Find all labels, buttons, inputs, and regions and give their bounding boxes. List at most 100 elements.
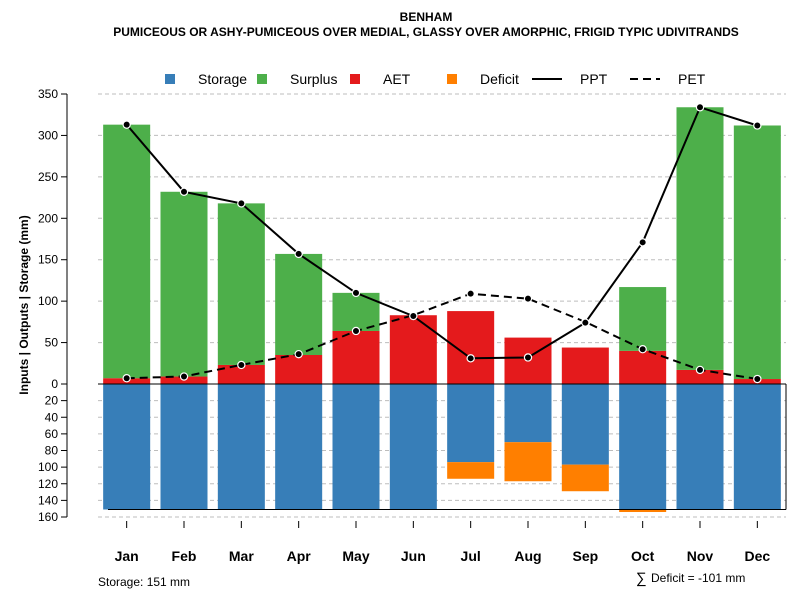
ppt-point	[237, 199, 246, 208]
y-tick-label: 120	[38, 477, 58, 491]
x-tick-label: Oct	[631, 548, 655, 564]
ppt-point	[753, 121, 762, 130]
y-tick-label: 100	[38, 460, 58, 474]
y-tick-label: 0	[51, 377, 58, 391]
storage-bar	[103, 384, 151, 510]
storage-bar	[217, 384, 265, 510]
storage-bar	[389, 384, 437, 510]
pet-point	[466, 289, 475, 298]
ppt-point	[523, 353, 533, 362]
y-tick-label: 50	[45, 336, 59, 350]
legend-swatch-deficit	[447, 74, 457, 84]
aet-bar	[275, 355, 323, 384]
x-tick-label: May	[342, 548, 369, 564]
y-tick-label: 160	[38, 510, 58, 524]
legend-swatch-surplus	[257, 74, 267, 84]
y-tick-label: 300	[38, 128, 58, 142]
surplus-bar	[103, 124, 151, 379]
y-tick-label: 80	[45, 444, 59, 458]
legend-swatch-storage	[165, 74, 175, 84]
pet-point	[753, 374, 762, 384]
storage-bar	[275, 384, 323, 510]
pet-point	[695, 365, 705, 375]
y-tick-label: 200	[38, 211, 58, 225]
pet-point	[179, 372, 189, 381]
pet-line	[126, 292, 758, 380]
x-tick-label: Jul	[461, 548, 481, 564]
y-tick-label: 150	[38, 253, 58, 267]
legend-label-storage: Storage	[198, 71, 247, 87]
aet-bar	[217, 364, 265, 384]
y-axis-label: Inputs | Outputs | Storage (mm)	[17, 215, 31, 394]
ppt-point	[638, 238, 647, 247]
y-tick-label: 250	[38, 170, 58, 184]
storage-bar	[332, 384, 380, 510]
ppt-point	[695, 103, 705, 112]
legend-label-ppt: PPT	[580, 71, 608, 87]
deficit-bar	[561, 464, 609, 492]
surplus-bar	[275, 253, 323, 355]
ppt-point	[581, 318, 590, 327]
ppt-line	[125, 106, 758, 360]
gridlines	[98, 93, 786, 518]
storage-bar	[619, 384, 667, 510]
x-tick-label: Feb	[172, 548, 197, 564]
storage-bar	[733, 384, 781, 510]
bars	[103, 107, 787, 513]
legend-label-deficit: Deficit	[480, 71, 519, 87]
y-tick-label: 350	[38, 87, 58, 101]
y-tick-label: 140	[38, 493, 58, 507]
y-tick-label: 100	[38, 294, 58, 308]
storage-bar	[561, 384, 609, 465]
deficit-note: Deficit = -101 mm	[651, 571, 745, 585]
surplus-bar	[676, 107, 724, 370]
ppt-point	[179, 187, 189, 196]
surplus-bar	[619, 287, 667, 351]
pet-point	[294, 349, 303, 359]
chart-title: BENHAM	[400, 10, 453, 24]
x-tick-label: Aug	[514, 548, 541, 564]
surplus-bar	[160, 191, 208, 377]
y-tick-label: 40	[45, 410, 59, 424]
legend-label-surplus: Surplus	[290, 71, 337, 87]
ppt-point	[409, 311, 418, 321]
aet-bar	[676, 369, 724, 384]
deficit-bar	[447, 462, 495, 479]
y-tick-label: 60	[45, 427, 59, 441]
legend-swatch-aet	[350, 74, 360, 84]
storage-bar	[160, 384, 208, 510]
aet-bar	[447, 311, 495, 384]
x-tick-label: Nov	[687, 548, 714, 564]
chart-subtitle: PUMICEOUS OR ASHY-PUMICEOUS OVER MEDIAL,…	[113, 25, 739, 39]
x-tick-label: Sep	[572, 548, 598, 564]
pet-point	[351, 326, 361, 336]
ppt-point	[122, 120, 131, 129]
pet-point	[122, 374, 131, 383]
ppt-point	[294, 249, 303, 259]
x-tick-label: Jun	[401, 548, 426, 564]
legend: Storage Surplus AET Deficit PPT PET	[165, 71, 706, 87]
surplus-bar	[733, 125, 781, 380]
x-tick-label: Jan	[115, 548, 139, 564]
aet-bar	[561, 347, 609, 384]
x-tick-label: Apr	[287, 548, 312, 564]
deficit-sum-icon: ∑	[636, 570, 647, 587]
deficit-bar	[619, 509, 667, 513]
lines	[122, 103, 762, 384]
legend-label-pet: PET	[678, 71, 706, 87]
y-tick-label: 20	[45, 394, 59, 408]
aet-bar	[619, 350, 667, 384]
storage-bar	[676, 384, 724, 510]
aet-bar	[389, 315, 437, 384]
pet-point	[523, 294, 533, 303]
storage-note: Storage: 151 mm	[98, 575, 190, 589]
pet-point	[638, 345, 647, 354]
axes: 350 300 250 200 150 100 50 0 20 40 60 80 100 120 140 16…	[38, 87, 786, 564]
pet-point	[237, 360, 246, 370]
aet-bar	[332, 330, 380, 384]
deficit-bar	[504, 442, 552, 482]
legend-label-aet: AET	[383, 71, 411, 87]
x-tick-label: Mar	[229, 548, 254, 564]
storage-bar	[504, 384, 552, 443]
